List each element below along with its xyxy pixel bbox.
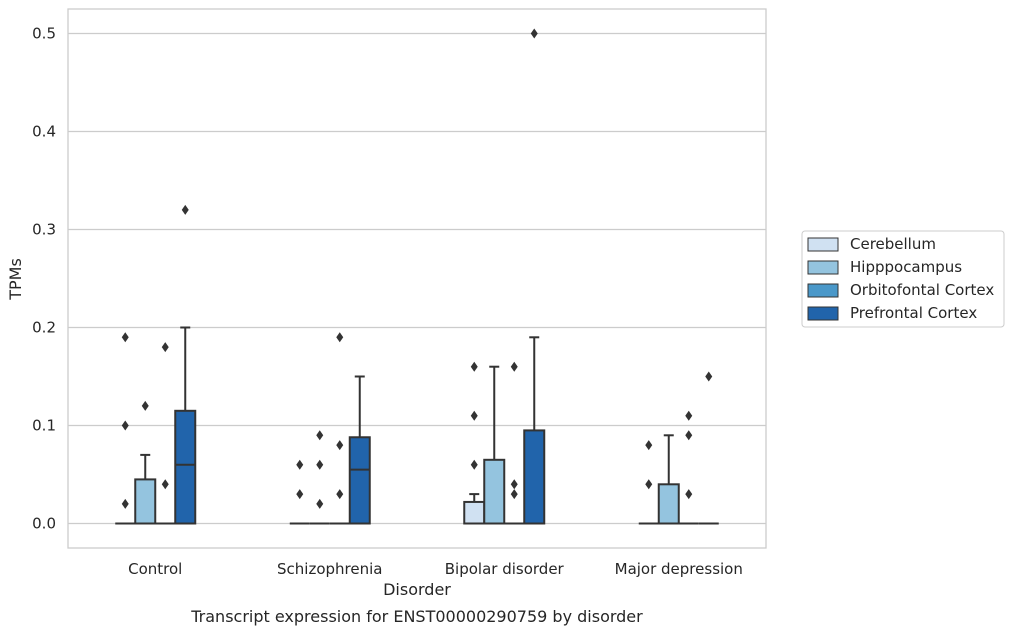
outlier-point [121, 420, 129, 431]
box-body [523, 429, 546, 525]
box-0-2 [155, 342, 176, 525]
box-2-2 [504, 361, 525, 525]
outlier-point [685, 430, 693, 441]
y-tick-label: 0.3 [32, 221, 56, 239]
legend-entry-label: Prefrontal Cortex [850, 304, 977, 322]
legend-entry-label: Hipppocampus [850, 258, 962, 276]
legend-swatch [807, 260, 839, 275]
plot-frame [67, 8, 767, 549]
outlier-point [470, 410, 478, 421]
box-3-1 [657, 434, 680, 525]
box-1-3 [348, 375, 371, 525]
x-axis-ticks: Control Schizophrenia Bipolar disorder Majo… [128, 560, 743, 578]
figure-caption: Transcript expression for ENST0000029075… [190, 607, 643, 626]
y-tick-label: 0.1 [32, 417, 56, 435]
box-body [483, 458, 506, 525]
box-2-0 [463, 361, 486, 525]
outlier-point [510, 479, 518, 490]
x-axis-label: Disorder [383, 580, 451, 599]
outlier-point [161, 342, 169, 353]
outlier-point [336, 489, 344, 500]
outlier-point [121, 332, 129, 343]
box-body [348, 436, 371, 525]
box-2-1 [483, 365, 506, 525]
outlier-point [510, 489, 518, 500]
box-body [174, 409, 197, 525]
y-tick-label: 0.4 [32, 123, 56, 141]
outlier-point [336, 440, 344, 451]
y-axis-ticks: 0.0 0.1 0.2 0.3 0.4 0.5 [32, 25, 56, 533]
legend: Cerebellum Hipppocampus Orbitofontal Corte… [801, 230, 1005, 328]
legend-swatch [807, 237, 839, 252]
outlier-point [296, 459, 304, 470]
y-tick-label: 0.2 [32, 319, 56, 337]
box-3-0 [638, 440, 659, 525]
legend-entry-label: Orbitofontal Cortex [850, 281, 994, 299]
box-3-2 [678, 410, 699, 525]
outlier-point [470, 459, 478, 470]
box-0-0 [115, 332, 136, 525]
outlier-point [121, 498, 129, 509]
outlier-point [705, 371, 713, 382]
legend-swatch [807, 283, 839, 298]
legend-frame [801, 230, 1005, 328]
outlier-point [161, 479, 169, 490]
outlier-point [316, 498, 324, 509]
box-0-1 [134, 400, 157, 525]
box-3-3 [698, 371, 719, 525]
legend-swatch [807, 306, 839, 321]
outlier-point [336, 332, 344, 343]
box-2-3 [523, 28, 546, 525]
y-tick-label: 0.0 [32, 515, 56, 533]
x-tick-label: Schizophrenia [277, 560, 382, 578]
outlier-point [141, 400, 149, 411]
outlier-point [530, 28, 538, 39]
box-0-3 [174, 204, 197, 525]
outlier-point [181, 204, 189, 215]
outlier-point [510, 361, 518, 372]
outlier-point [685, 489, 693, 500]
box-body [463, 500, 486, 525]
outlier-point [296, 489, 304, 500]
y-tick-label: 0.5 [32, 25, 56, 43]
grid-lines [68, 32, 766, 525]
x-tick-label: Bipolar disorder [445, 560, 565, 578]
outlier-point [645, 440, 653, 451]
box-1-0 [289, 459, 310, 525]
outlier-point [685, 410, 693, 421]
y-axis-label: TPMs [6, 258, 25, 301]
box-1-2 [329, 332, 350, 525]
outlier-point [470, 361, 478, 372]
outlier-point [316, 430, 324, 441]
x-tick-label: Control [128, 560, 182, 578]
box-body [134, 478, 157, 525]
box-body [657, 483, 680, 525]
legend-entry-label: Cerebellum [850, 235, 936, 253]
x-tick-label: Major depression [615, 560, 743, 578]
outlier-point [316, 459, 324, 470]
box-marks [115, 28, 719, 525]
box-1-1 [309, 430, 330, 525]
outlier-point [645, 479, 653, 490]
